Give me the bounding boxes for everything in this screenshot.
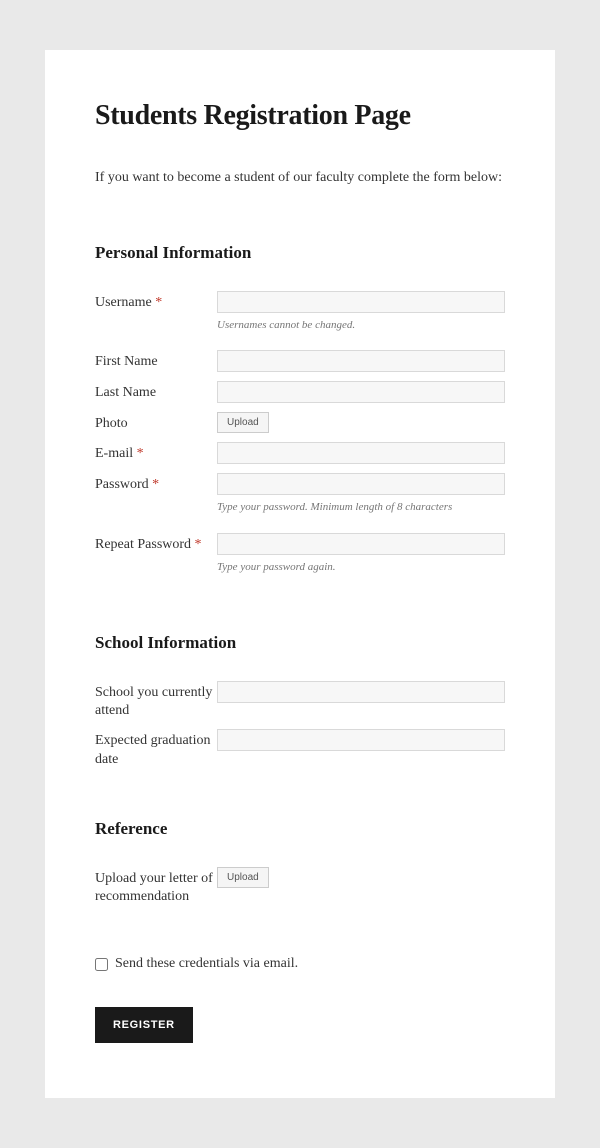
repeat-password-input[interactable] [217, 533, 505, 555]
required-marker: * [152, 477, 159, 492]
send-email-label: Send these credentials via email. [115, 956, 298, 972]
register-button[interactable]: REGISTER [95, 1007, 193, 1043]
label-photo: Photo [95, 412, 217, 433]
label-first-name: First Name [95, 350, 217, 371]
last-name-input[interactable] [217, 381, 505, 403]
hint-row-username: Usernames cannot be changed. [95, 315, 505, 341]
username-input[interactable] [217, 291, 505, 313]
section-title-school: School Information [95, 633, 505, 653]
row-email: E-mail * [95, 442, 505, 464]
intro-text: If you want to become a student of our f… [95, 167, 505, 188]
required-marker: * [195, 537, 202, 552]
hint-username: Usernames cannot be changed. [217, 318, 505, 332]
row-first-name: First Name [95, 350, 505, 372]
row-grad-date: Expected graduation date [95, 729, 505, 768]
row-username: Username * [95, 291, 505, 313]
section-title-reference: Reference [95, 819, 505, 839]
row-last-name: Last Name [95, 381, 505, 403]
label-email-text: E-mail [95, 446, 133, 461]
send-email-row: Send these credentials via email. [95, 956, 505, 972]
password-input[interactable] [217, 473, 505, 495]
label-username: Username * [95, 291, 217, 312]
label-username-text: Username [95, 295, 152, 310]
send-email-checkbox[interactable] [95, 958, 108, 971]
current-school-input[interactable] [217, 681, 505, 703]
row-photo: Photo Upload [95, 412, 505, 433]
section-title-personal: Personal Information [95, 243, 505, 263]
registration-card: Students Registration Page If you want t… [45, 50, 555, 1098]
hint-repeat-password: Type your password again. [217, 560, 505, 574]
label-grad-date: Expected graduation date [95, 729, 217, 768]
photo-upload-button[interactable]: Upload [217, 412, 269, 433]
row-letter: Upload your letter of recommendation Upl… [95, 867, 505, 906]
label-email: E-mail * [95, 442, 217, 463]
label-password: Password * [95, 473, 217, 494]
first-name-input[interactable] [217, 350, 505, 372]
section-school: School Information School you currently … [95, 633, 505, 769]
label-letter: Upload your letter of recommendation [95, 867, 217, 906]
section-personal: Personal Information Username * Username… [95, 243, 505, 583]
hint-row-repeat-password: Type your password again. [95, 557, 505, 583]
required-marker: * [137, 446, 144, 461]
label-repeat-password: Repeat Password * [95, 533, 217, 554]
required-marker: * [155, 295, 162, 310]
grad-date-input[interactable] [217, 729, 505, 751]
label-current-school: School you currently attend [95, 681, 217, 720]
row-current-school: School you currently attend [95, 681, 505, 720]
letter-upload-button[interactable]: Upload [217, 867, 269, 888]
email-input[interactable] [217, 442, 505, 464]
label-password-text: Password [95, 477, 149, 492]
page-title: Students Registration Page [95, 100, 505, 132]
section-reference: Reference Upload your letter of recommen… [95, 819, 505, 906]
label-repeat-password-text: Repeat Password [95, 537, 191, 552]
row-repeat-password: Repeat Password * [95, 533, 505, 555]
hint-row-password: Type your password. Minimum length of 8 … [95, 497, 505, 523]
label-last-name: Last Name [95, 381, 217, 402]
hint-password: Type your password. Minimum length of 8 … [217, 500, 505, 514]
row-password: Password * [95, 473, 505, 495]
